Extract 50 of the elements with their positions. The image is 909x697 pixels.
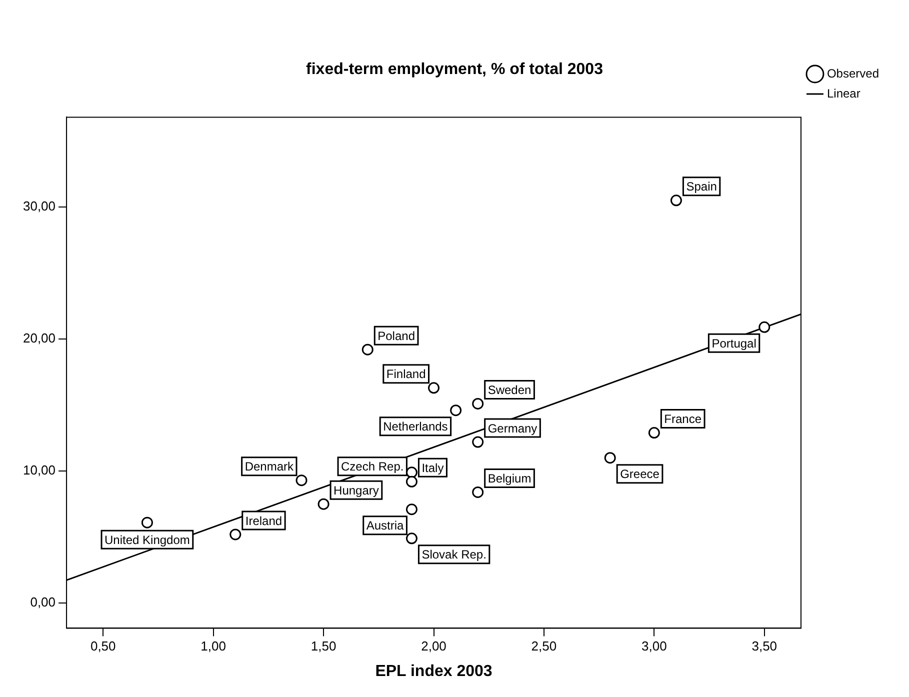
x-tick-label: 2,50 [531, 638, 557, 654]
annotation: Belgium [488, 472, 532, 486]
annotation: Czech Rep. [341, 460, 404, 474]
annotation: Finland [386, 367, 426, 382]
x-tick-label: 1,50 [310, 638, 336, 654]
x-tick-label: 2,00 [421, 638, 446, 654]
annotation: France [664, 412, 702, 426]
annotation: Netherlands [383, 420, 448, 434]
chart-title: fixed-term employment, % of total 2003 [306, 61, 604, 78]
x-tick-label: 1,00 [200, 638, 226, 654]
legend-label: Observed [826, 66, 880, 80]
x-tick-label: 0,50 [90, 638, 116, 654]
point [406, 476, 418, 488]
point [758, 321, 770, 333]
point [428, 382, 440, 394]
x-tick-label: 3,50 [752, 638, 778, 654]
annotation: Austria [366, 518, 404, 533]
point [296, 474, 308, 486]
annotation: Sweden [488, 383, 532, 398]
annotation: Hungary [334, 483, 379, 498]
annotation: United Kingdom [104, 532, 190, 547]
annotation: Italy [422, 460, 444, 475]
annotation: Ireland [245, 514, 282, 528]
point [450, 404, 462, 416]
y-tick-label: 0,00 [30, 594, 56, 610]
point [141, 516, 153, 528]
point [604, 452, 616, 464]
point [648, 427, 660, 439]
legend-label: Linear [826, 86, 860, 100]
y-tick-label: 30,00 [22, 198, 56, 214]
x-tick-label: 3,00 [642, 638, 667, 654]
annotation: Poland [378, 328, 415, 343]
annotation: Denmark [244, 460, 294, 474]
point [670, 194, 682, 206]
annotation: Germany [488, 421, 538, 436]
y-tick-label: 10,00 [22, 462, 56, 478]
point [318, 498, 330, 510]
point [406, 532, 418, 544]
x-axis-title: EPL index 2003 [375, 662, 492, 680]
y-tick-label: 20,00 [22, 330, 56, 346]
point [472, 398, 484, 410]
point [472, 486, 484, 498]
annotation: Spain [686, 180, 717, 194]
annotation: Greece [620, 467, 660, 482]
annotation: Slovak Rep. [422, 548, 486, 562]
point [472, 436, 484, 448]
point [230, 528, 242, 540]
annotation: Portugal [712, 336, 756, 350]
point [362, 344, 374, 356]
point [406, 504, 418, 516]
